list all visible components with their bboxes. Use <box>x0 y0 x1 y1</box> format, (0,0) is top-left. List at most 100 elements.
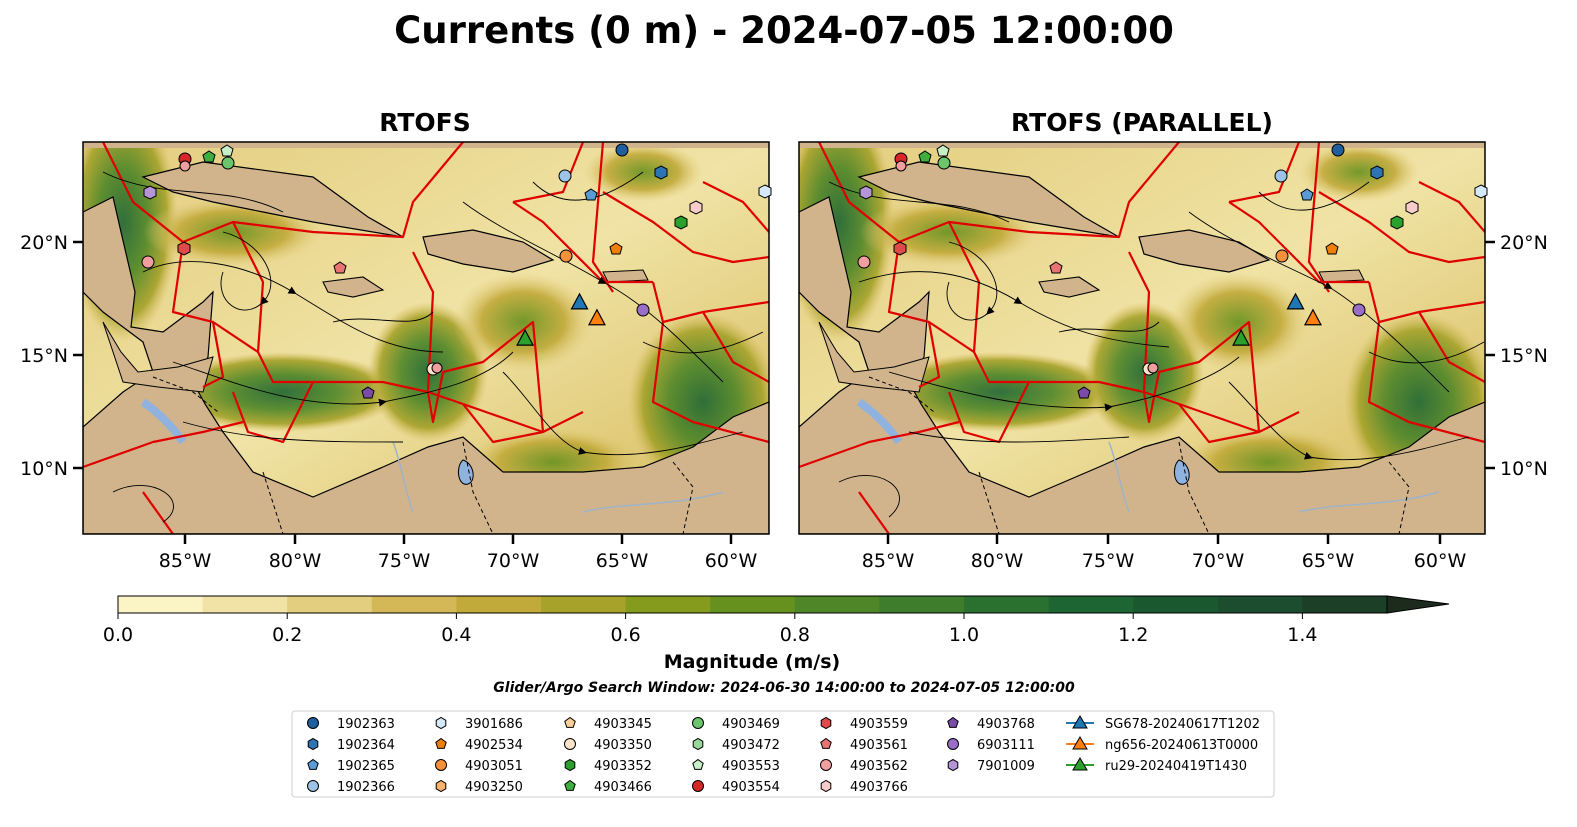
colorbar-cell <box>625 596 711 613</box>
legend-marker-4903559 <box>820 716 832 730</box>
colorbar-cells <box>118 596 1388 613</box>
colorbar-cell <box>456 596 542 613</box>
colorbar-cell <box>794 596 880 613</box>
legend-marker-4903250 <box>435 779 447 793</box>
x-tick-label: 60°W <box>705 550 758 572</box>
y-tick-label: 20°N <box>20 232 68 254</box>
legend-label: 7901009 <box>977 759 1035 774</box>
colorbar-cell <box>118 596 204 613</box>
colorbar-cell <box>964 596 1050 613</box>
legend-label: 1902364 <box>337 738 395 753</box>
colorbar-cell <box>202 596 288 613</box>
colorbar-tick-label: 0.8 <box>780 624 810 646</box>
legend-label: 4903554 <box>722 780 780 795</box>
legend-marker-6903111 <box>947 738 959 750</box>
colorbar-tick-label: 0.0 <box>103 624 133 646</box>
legend-label: 1902363 <box>337 717 395 732</box>
legend-marker-SG678-20240617T1202 <box>1072 715 1088 729</box>
legend-marker-4903768 <box>947 716 959 728</box>
panel-rtofs: RTOFS 85°W <box>20 108 772 572</box>
legend-marker-4903553 <box>692 758 704 770</box>
legend-label: 4903562 <box>850 759 908 774</box>
legend-label: 4903559 <box>850 717 908 732</box>
colorbar-tick-label: 0.4 <box>441 624 471 646</box>
legend-marker-1902363 <box>307 717 319 729</box>
glider-marker-ng656-20240613T0000 <box>1303 308 1322 326</box>
colorbar-cell <box>1217 596 1303 613</box>
figure-title: Currents (0 m) - 2024-07-05 12:00:00 <box>394 9 1174 52</box>
y-ticks-rtofs: 10°N 15°N 20°N <box>20 232 83 480</box>
legend-marker-4903051 <box>435 759 447 771</box>
legend-marker-3901686 <box>435 716 447 730</box>
y-tick-label: 20°N <box>1500 232 1548 254</box>
colorbar-tick-label: 0.6 <box>610 624 640 646</box>
legend-marker-1902366 <box>307 780 319 792</box>
colorbar-tick-label: 1.2 <box>1118 624 1148 646</box>
colorbar-extend-arrow <box>1386 595 1450 614</box>
colorbar-tick-label: 1.0 <box>949 624 979 646</box>
x-tick-label: 70°W <box>1192 550 1245 572</box>
streamlines <box>828 181 1485 518</box>
legend-label: 4903350 <box>594 738 652 753</box>
map-rtofs-parallel <box>784 102 1494 542</box>
legend-label: 6903111 <box>977 738 1035 753</box>
legend-marker-7901009 <box>947 758 959 772</box>
legend-marker-4903350 <box>564 738 576 750</box>
y-tick-label: 15°N <box>1500 345 1548 367</box>
legend-label: 4903561 <box>850 738 908 753</box>
x-tick-label: 65°W <box>1302 550 1355 572</box>
x-tick-label: 75°W <box>378 550 431 572</box>
legend-label: 4903352 <box>594 759 652 774</box>
legend-label: 4903466 <box>594 780 652 795</box>
legend-label: 4903051 <box>465 759 523 774</box>
legend-label: 4903250 <box>465 780 523 795</box>
glider-markers-rtofs <box>516 292 606 346</box>
glider-marker-ru29-20240419T1430 <box>1232 328 1251 346</box>
y-tick-label: 10°N <box>20 458 68 480</box>
x-tick-label: 85°W <box>862 550 915 572</box>
legend-label: ng656-20240613T0000 <box>1105 738 1258 753</box>
search-window-note: Glider/Argo Search Window: 2024-06-30 14… <box>493 680 1075 696</box>
panel-rtofs-parallel: RTOFS (PARALLEL) <box>784 102 1548 572</box>
glider-marker-SG678-20240617T1202 <box>1286 292 1305 310</box>
x-ticks-rtofs-parallel: 85°W 80°W 75°W 70°W 65°W 60°W <box>862 534 1467 572</box>
colorbar-cell <box>1048 596 1134 613</box>
y-tick-label: 10°N <box>1500 458 1548 480</box>
legend-label: 4903766 <box>850 780 908 795</box>
colorbar-cell <box>710 596 796 613</box>
legend-label: 4903469 <box>722 717 780 732</box>
legend-marker-4903766 <box>820 779 832 793</box>
y-tick-label: 15°N <box>20 345 68 367</box>
legend-marker-4903466 <box>564 779 576 791</box>
legend-label: 4902534 <box>465 738 523 753</box>
glider-marker-ng656-20240613T0000 <box>587 308 606 326</box>
x-tick-label: 85°W <box>159 550 212 572</box>
colorbar-label: Magnitude (m/s) <box>664 651 841 673</box>
x-tick-label: 80°W <box>971 550 1024 572</box>
y-ticks-rtofs-parallel: 10°N 15°N 20°N <box>1485 232 1548 480</box>
colorbar-cell <box>541 596 627 613</box>
colorbar-tick-label: 1.4 <box>1287 624 1317 646</box>
legend-label: 4903472 <box>722 738 780 753</box>
colorbar-cell <box>287 596 373 613</box>
colorbar: 0.0 0.2 0.4 0.6 0.8 1.0 1.2 1.4 Magnitude (m/s) <box>103 595 1450 673</box>
legend-label: 4903768 <box>977 717 1035 732</box>
colorbar-ticks: 0.0 0.2 0.4 0.6 0.8 1.0 1.2 1.4 <box>103 613 1318 646</box>
x-tick-label: 70°W <box>487 550 540 572</box>
colorbar-cell <box>1133 596 1219 613</box>
legend-marker-4902534 <box>435 737 447 749</box>
legend-marker-4903562 <box>820 759 832 771</box>
legend-label: 4903553 <box>722 759 780 774</box>
legend-marker-1902364 <box>307 737 319 751</box>
x-ticks-rtofs: 85°W 80°W 75°W 70°W 65°W 60°W <box>159 534 758 572</box>
legend-marker-ng656-20240613T0000 <box>1072 736 1088 750</box>
panel-title-rtofs: RTOFS <box>379 108 471 137</box>
legend-marker-ru29-20240419T1430 <box>1072 757 1088 771</box>
x-tick-label: 80°W <box>269 550 322 572</box>
legend-marker-4903472 <box>692 737 704 751</box>
legend-label: ru29-20240419T1430 <box>1105 759 1247 774</box>
legend-marker-4903469 <box>692 717 704 729</box>
x-tick-label: 60°W <box>1414 550 1467 572</box>
legend-marker-4903345 <box>564 716 576 728</box>
